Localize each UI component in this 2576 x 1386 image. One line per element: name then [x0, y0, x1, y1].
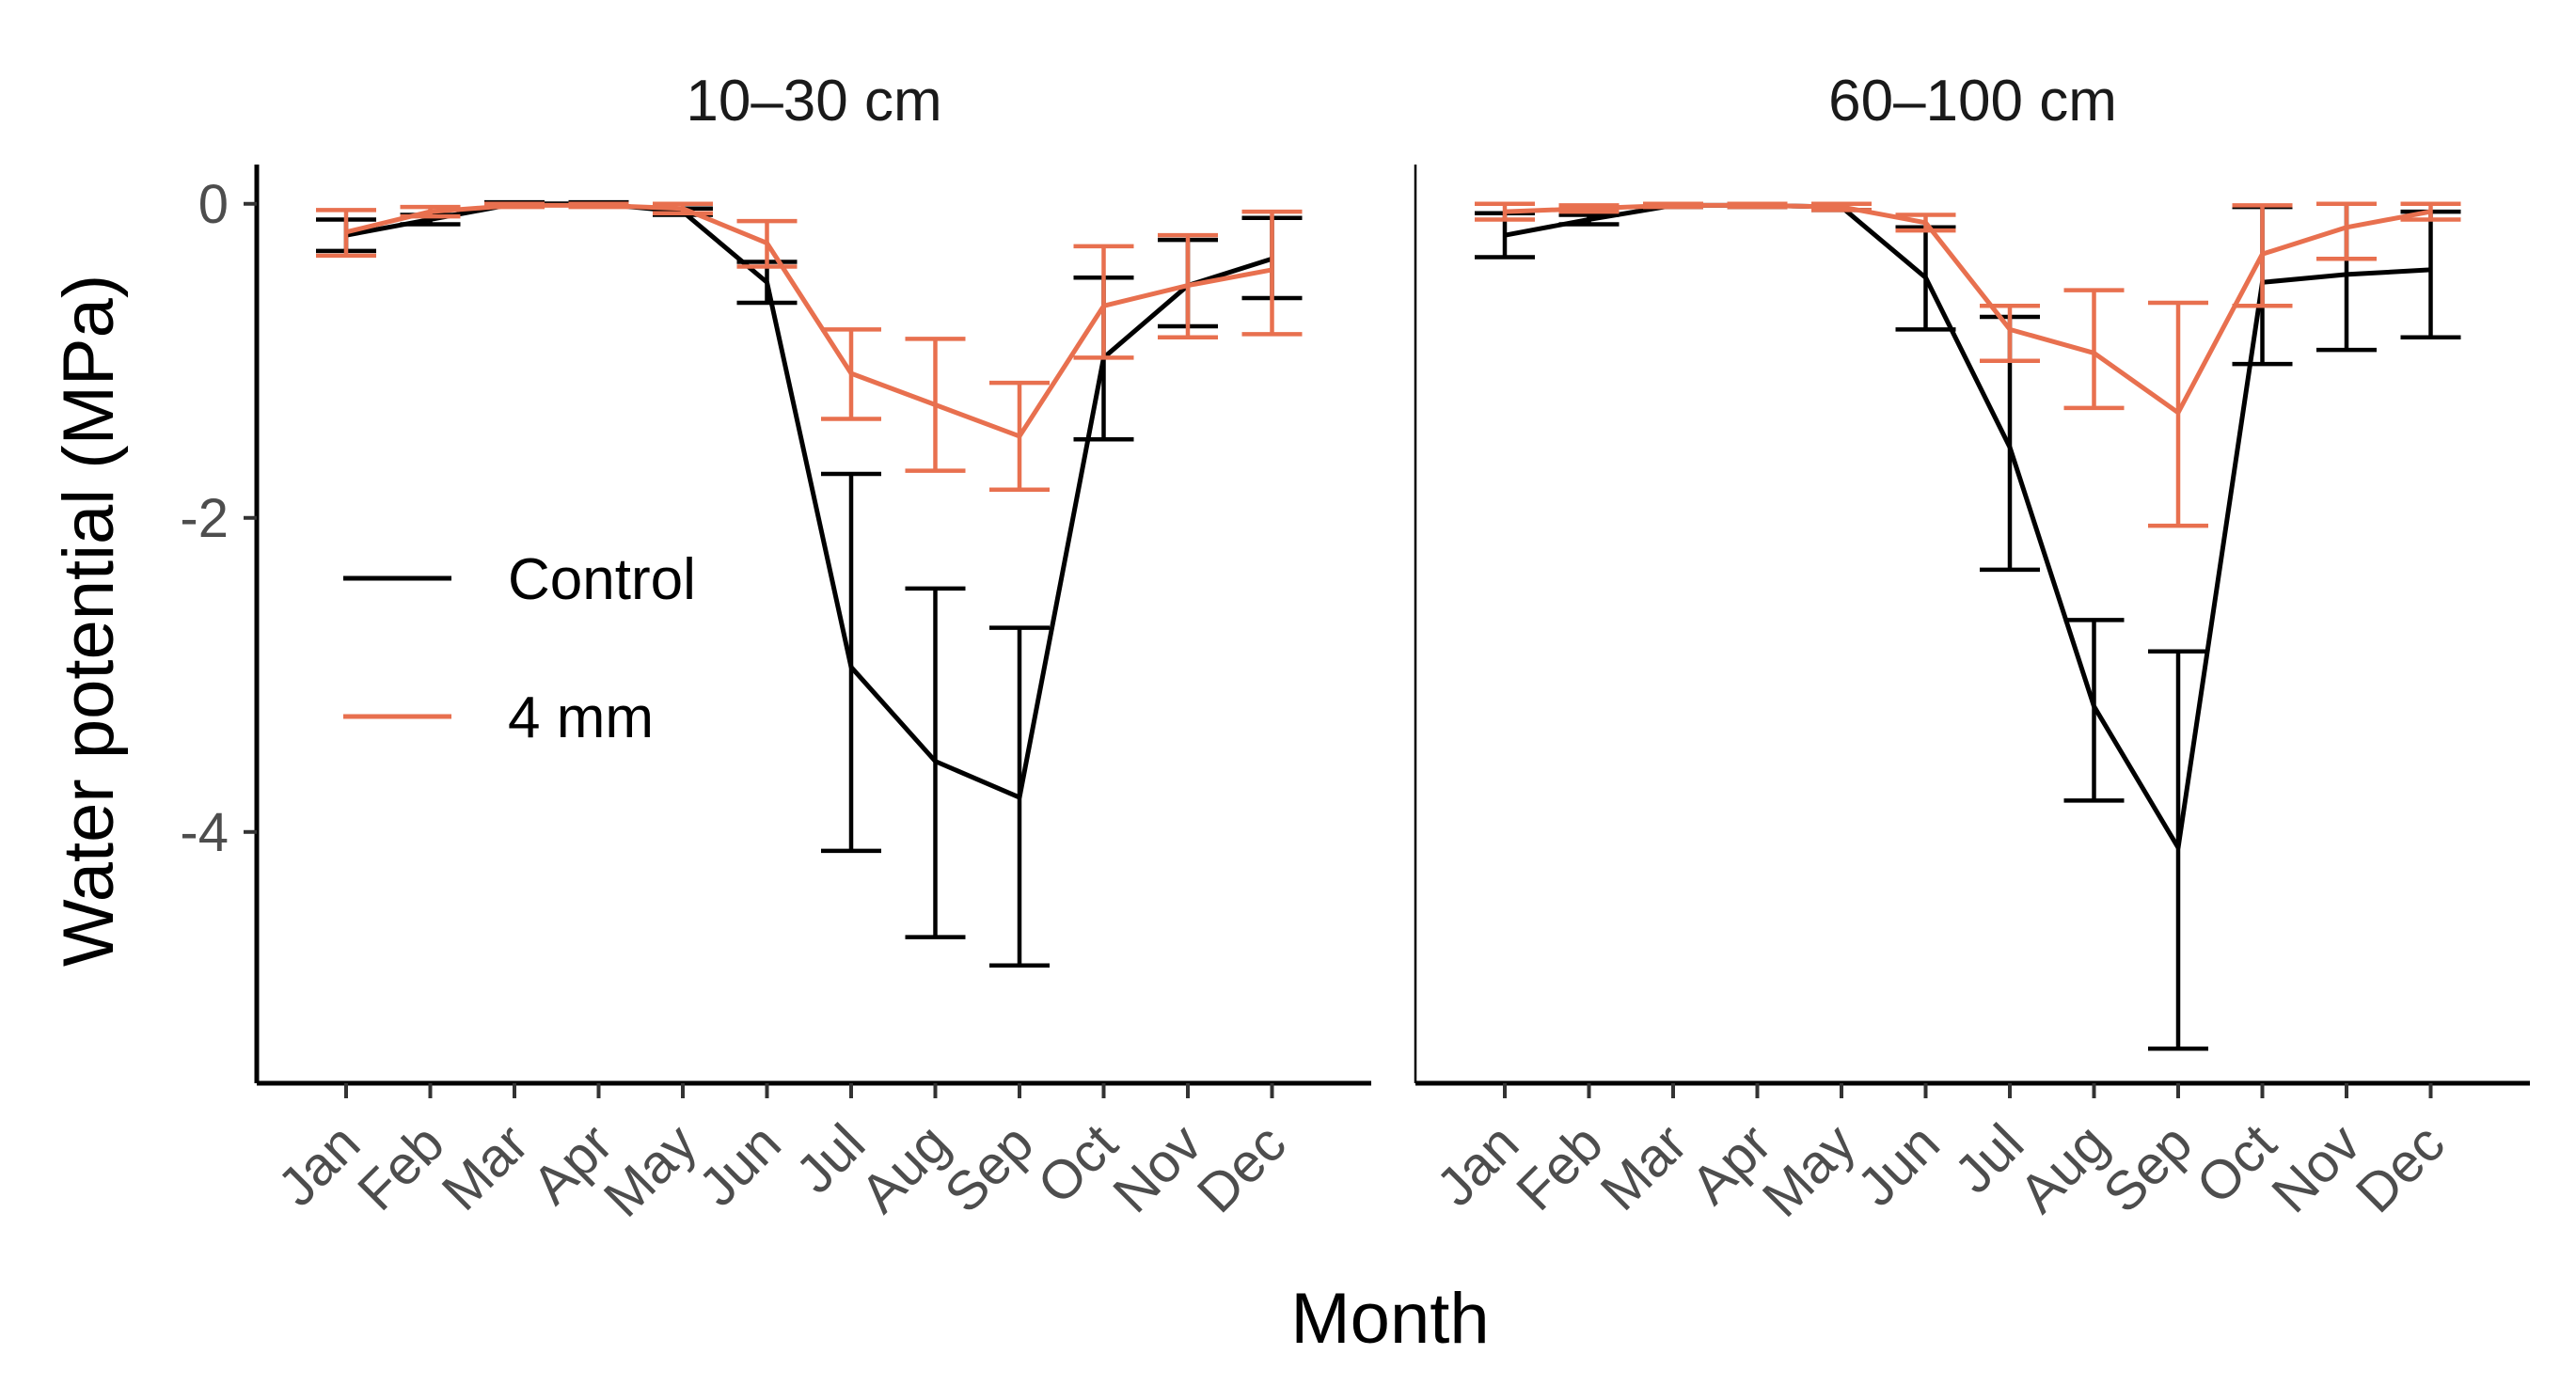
x-tick-label-feb: Feb: [346, 1112, 456, 1222]
series-line-4-mm: [345, 202, 1272, 439]
series-line-4-mm: [1504, 202, 2431, 416]
legend-label-4mm: 4 mm: [508, 685, 654, 750]
panels-layer: 10–30 cm0-2-4JanFebMarAprMayJunJulAugSep…: [180, 69, 2530, 1229]
x-tick-label-jun: Jun: [687, 1112, 793, 1218]
series-control: [1475, 201, 2461, 1051]
error-bar-aug: [2063, 288, 2125, 411]
series-4-mm: [1475, 201, 2461, 528]
error-bar-sep: [2148, 649, 2208, 1051]
series-line-control: [1504, 202, 2431, 850]
error-bar-jan: [316, 208, 376, 259]
x-tick-label-mar: Mar: [1589, 1112, 1699, 1222]
error-bar-dec: [1241, 209, 1303, 337]
error-bar-dec: [2400, 209, 2461, 339]
x-tick-label-dec: Dec: [2345, 1112, 2457, 1224]
x-tick-label-aug: Aug: [2008, 1112, 2120, 1224]
panel-1: 10–30 cm0-2-4JanFebMarAprMayJunJulAugSep…: [180, 69, 1371, 1229]
legend-label-control: Control: [508, 547, 696, 612]
x-axis-title: Month: [1290, 1279, 1489, 1359]
x-tick-label-aug: Aug: [849, 1112, 961, 1224]
panel-2: 60–100 cmJanFebMarAprMayJunJulAugSepOctN…: [1414, 69, 2530, 1229]
x-tick-label-mar: Mar: [431, 1112, 541, 1222]
x-tick-label-jun: Jun: [1846, 1112, 1952, 1218]
x-tick-label-dec: Dec: [1186, 1112, 1298, 1224]
y-axis-title: Water potential (MPa): [49, 275, 129, 967]
x-tick-label-jan: Jan: [1425, 1112, 1530, 1218]
panel-title: 10–30 cm: [686, 69, 941, 134]
series-control: [316, 199, 1303, 968]
x-tick-label-nov: Nov: [1101, 1112, 1213, 1224]
x-tick-label-nov: Nov: [2260, 1112, 2372, 1224]
y-tick-label: 0: [198, 174, 229, 235]
series-line-control: [345, 201, 1273, 800]
x-tick-label-jan: Jan: [266, 1112, 371, 1218]
error-bar-oct: [1073, 244, 1134, 360]
error-bar-nov: [2316, 201, 2377, 261]
legend: Control 4 mm: [343, 547, 696, 750]
x-tick-label-sep: Sep: [933, 1112, 1045, 1224]
x-tick-label-oct: Oct: [1026, 1112, 1130, 1216]
y-tick-label: -4: [180, 802, 229, 863]
series-4-mm: [316, 201, 1303, 492]
x-tick-label-oct: Oct: [2185, 1112, 2288, 1216]
panel-title: 60–100 cm: [1828, 69, 2117, 134]
x-tick-label-sep: Sep: [2092, 1112, 2204, 1224]
y-tick-label: -2: [180, 488, 229, 549]
x-tick-label-feb: Feb: [1505, 1112, 1615, 1222]
